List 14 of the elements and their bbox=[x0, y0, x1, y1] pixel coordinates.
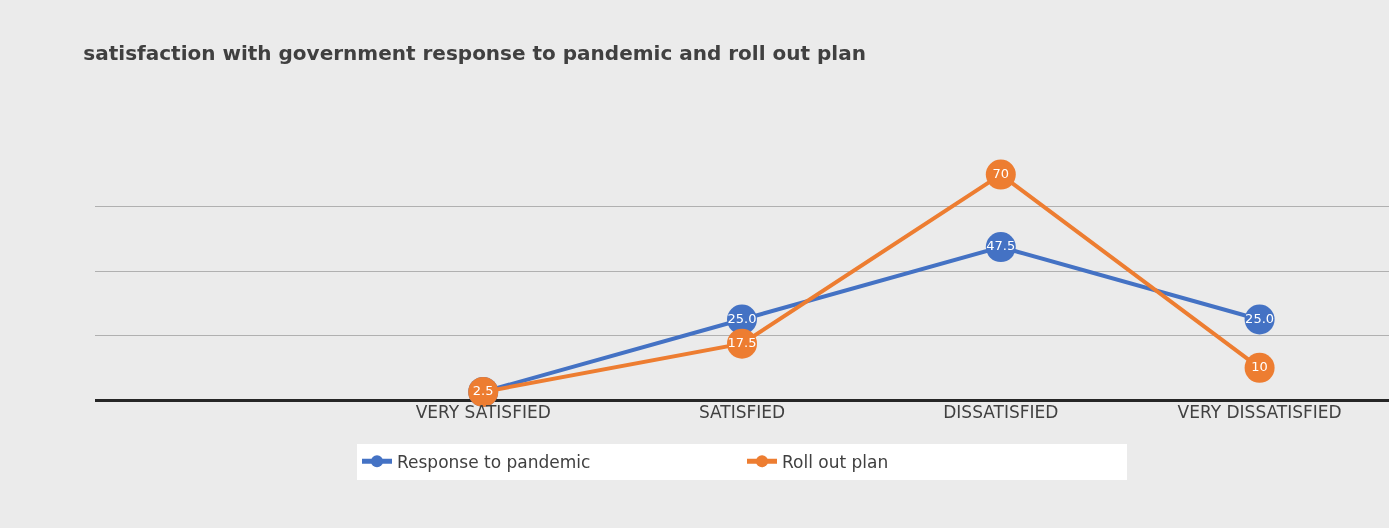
data-label: 10 bbox=[1251, 359, 1268, 375]
x-tick-label: VERY DISSATISFIED bbox=[1177, 402, 1342, 422]
legend-label: Response to pandemic bbox=[397, 451, 591, 472]
x-tick-label: VERY SATISFIED bbox=[415, 402, 551, 422]
data-label: 25.0 bbox=[1245, 310, 1275, 326]
data-label: 17.5 bbox=[727, 334, 757, 350]
data-label: 47.5 bbox=[986, 238, 1016, 254]
x-tick-label: DISSATISFIED bbox=[943, 402, 1059, 422]
data-label: 25.0 bbox=[727, 310, 757, 326]
legend-label: Roll out plan bbox=[782, 451, 889, 472]
data-label: 70 bbox=[992, 165, 1010, 181]
data-label: 2.5 bbox=[472, 383, 494, 399]
x-tick-label: SATISFIED bbox=[698, 402, 786, 422]
chart-title: satisfaction with government response to pandemic and roll out plan bbox=[83, 40, 866, 65]
